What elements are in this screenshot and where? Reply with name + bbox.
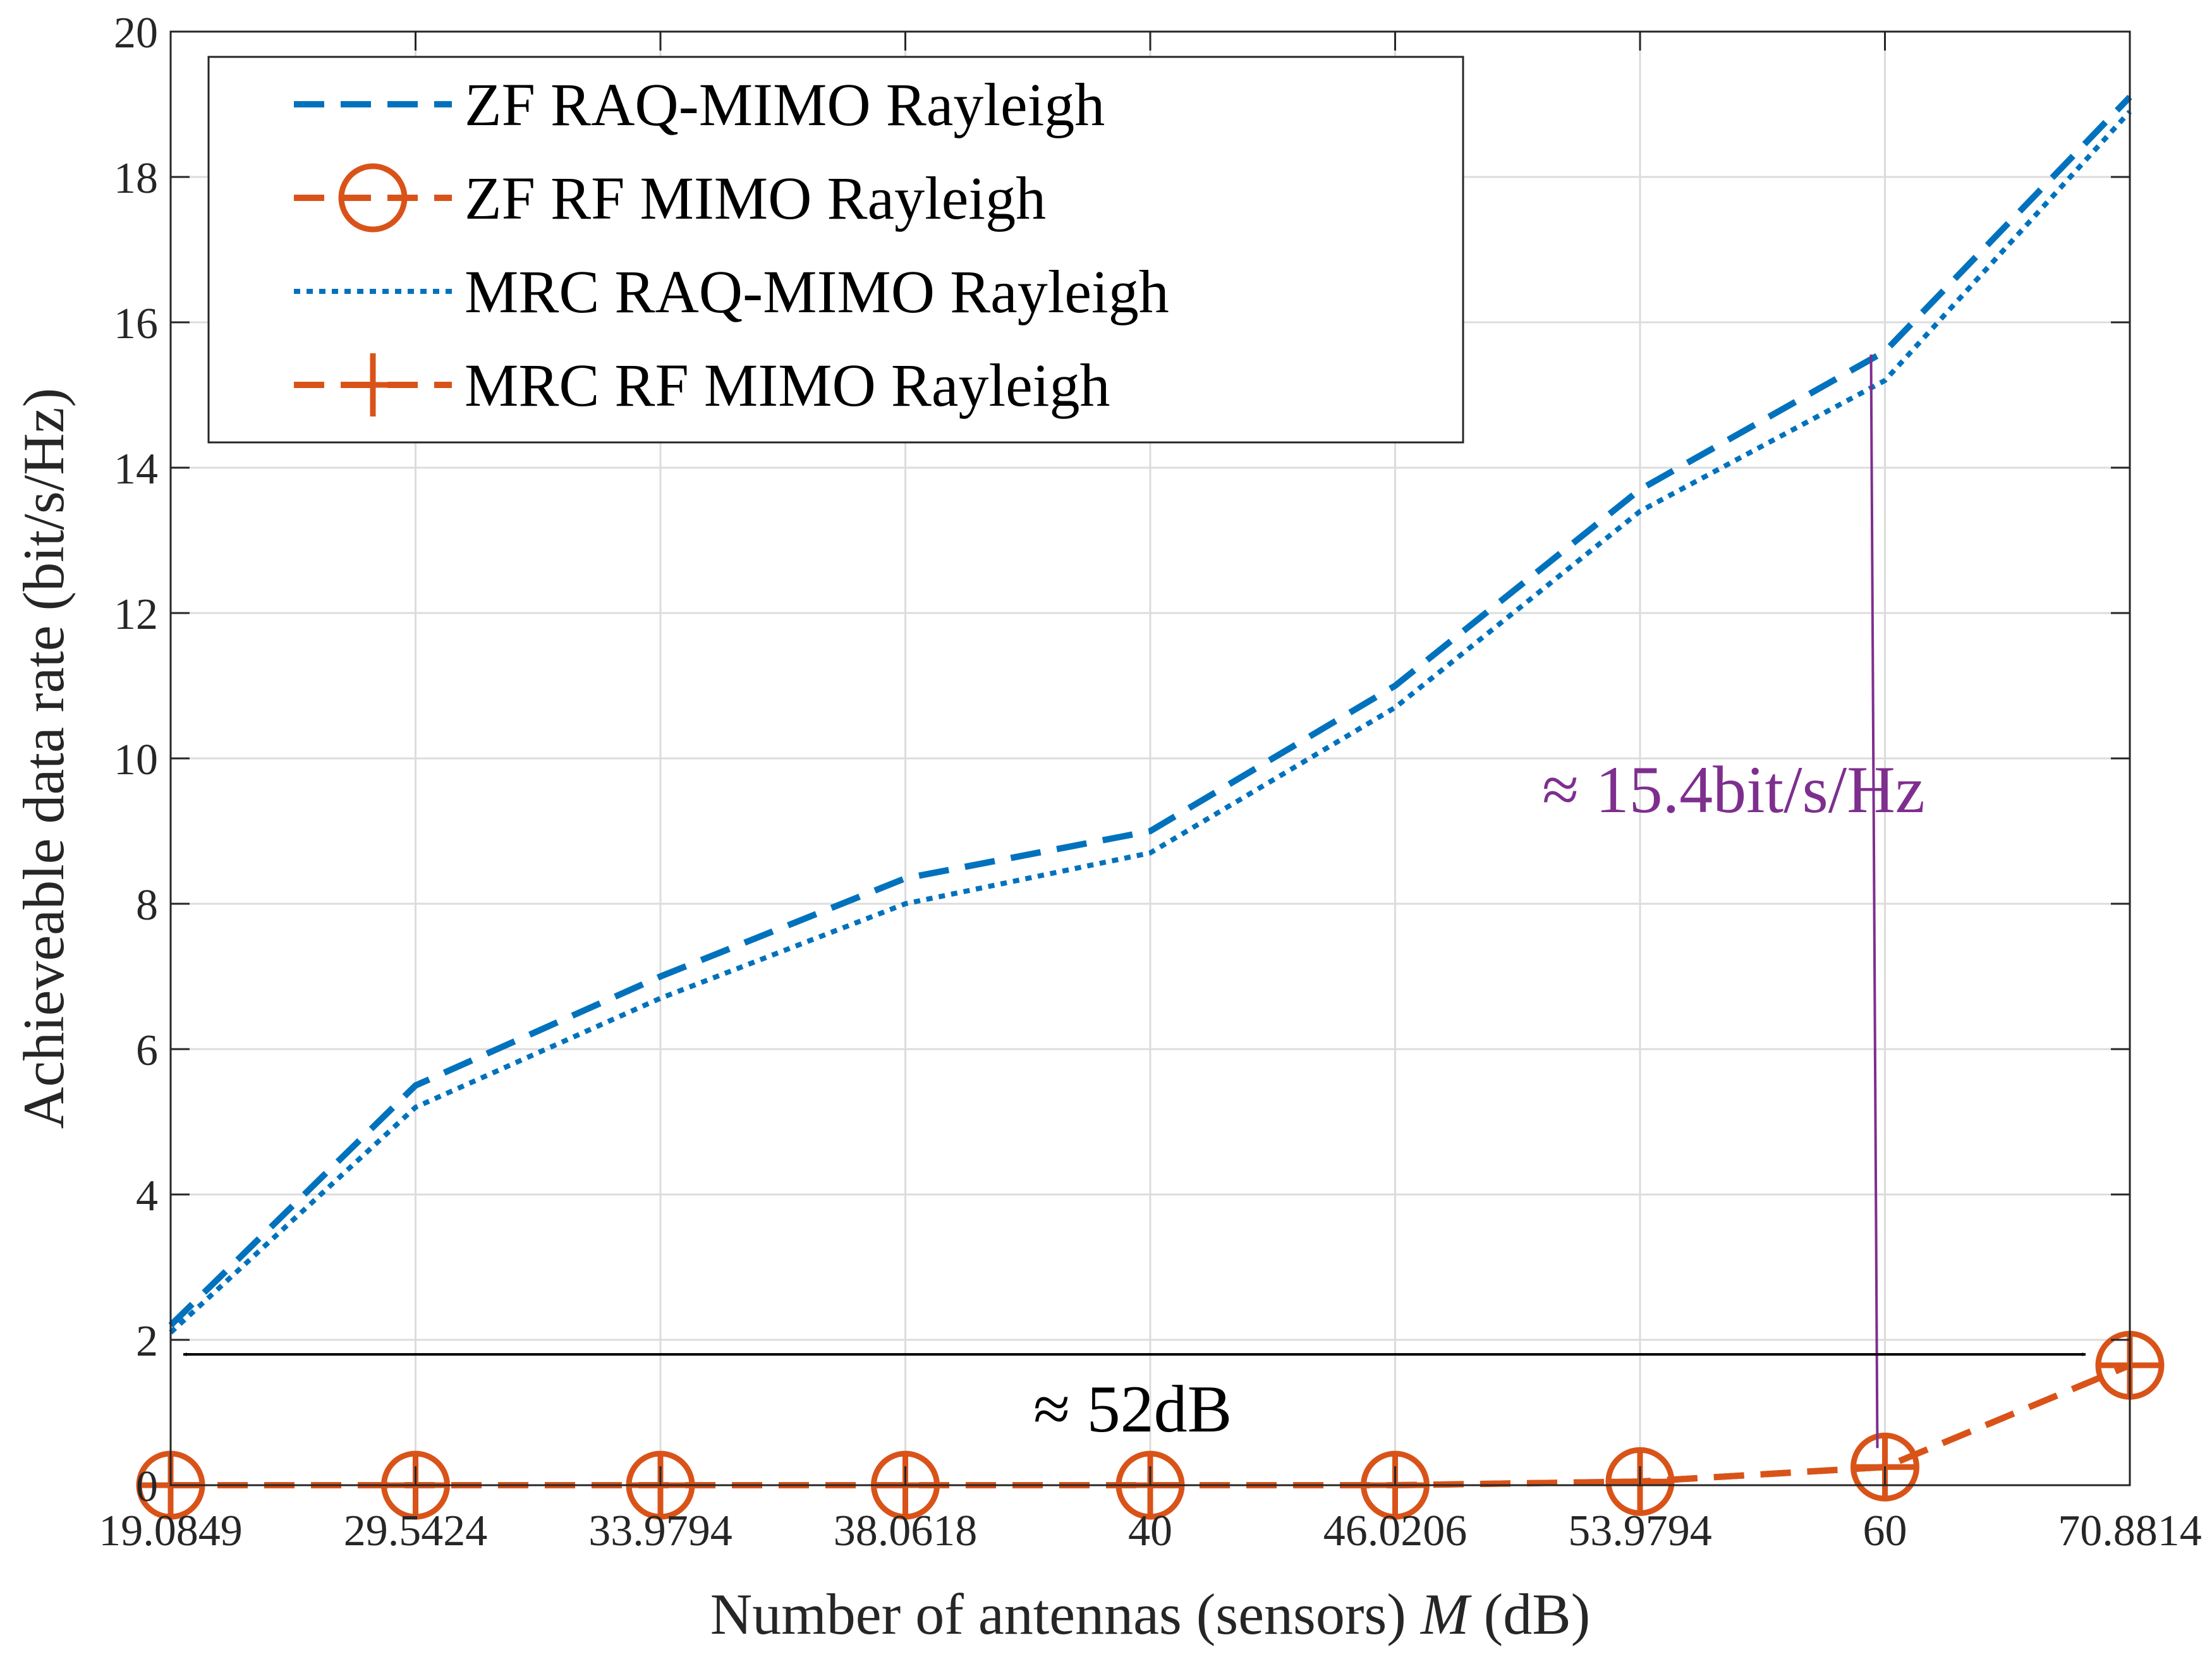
- series-line: [169, 109, 2132, 1335]
- legend-label: ZF RF MIMO Rayleigh: [465, 164, 1046, 232]
- db-gap-label: ≈ 52dB: [1033, 1372, 1232, 1446]
- y-tick-label: 16: [114, 300, 158, 348]
- legend-label: MRC RAQ-MIMO Rayleigh: [465, 258, 1169, 325]
- annotation-db-gap: ≈ 52dB: [183, 1352, 2086, 1446]
- legend-label: ZF RAQ-MIMO Rayleigh: [465, 71, 1105, 138]
- legend: ZF RAQ-MIMO Rayleigh ZF RF MIMO Rayleigh M…: [207, 56, 1464, 444]
- y-tick-label: 14: [114, 445, 158, 494]
- series-1: [168, 95, 2132, 1328]
- x-tick-label: 38.0618: [834, 1507, 978, 1555]
- legend-box: [207, 56, 1464, 444]
- annotation-rate-gap: ≈ 15.4bit/s/Hz: [1542, 354, 1925, 1449]
- legend-entry-4: MRC RF MIMO Rayleigh: [294, 351, 1110, 419]
- series-line: [168, 95, 2132, 1328]
- x-axis-title-main: Number of antennas (sensors): [710, 1582, 1406, 1646]
- legend-label: MRC RF MIMO Rayleigh: [465, 351, 1110, 419]
- y-axis: 0 2 4 6 8 10 12 14 16 18 20: [114, 9, 2130, 1511]
- y-tick-label: 12: [114, 590, 158, 639]
- legend-marker-plus: [341, 353, 404, 416]
- y-tick-label: 6: [136, 1026, 158, 1075]
- x-axis-title: Number of antennas (sensors) M (dB): [710, 1582, 1590, 1646]
- y-tick-label: 8: [136, 881, 158, 930]
- x-axis-title-var: M: [1419, 1582, 1472, 1646]
- x-tick-label: 60: [1863, 1507, 1907, 1555]
- y-tick-label: 20: [114, 9, 158, 58]
- x-tick-label: 19.0849: [99, 1507, 243, 1555]
- y-tick-label: 4: [136, 1172, 158, 1220]
- x-tick-label: 40: [1128, 1507, 1172, 1555]
- rate-gap-label: ≈ 15.4bit/s/Hz: [1542, 753, 1925, 827]
- rate-gap-arrow: [1869, 354, 1879, 1449]
- x-tick-label: 46.0206: [1323, 1507, 1468, 1555]
- y-tick-label: 18: [114, 154, 158, 203]
- legend-marker-circle: [338, 163, 408, 233]
- y-axis-title: Achieveable data rate (bit/s/Hz): [11, 388, 76, 1129]
- x-tick-label: 70.8814: [2058, 1507, 2202, 1555]
- x-tick-label: 29.5424: [344, 1507, 488, 1555]
- y-tick-label: 2: [136, 1317, 158, 1366]
- x-tick-label: 33.9794: [588, 1507, 732, 1555]
- x-tick-label: 53.9794: [1568, 1507, 1712, 1555]
- y-tick-label: 0: [136, 1462, 158, 1511]
- x-axis-title-unit: (dB): [1484, 1582, 1591, 1646]
- legend-entry-1: ZF RAQ-MIMO Rayleigh: [294, 71, 1105, 138]
- y-tick-label: 10: [114, 736, 158, 784]
- legend-entry-2: ZF RF MIMO Rayleigh: [294, 163, 1046, 233]
- legend-entry-3: MRC RAQ-MIMO Rayleigh: [294, 258, 1169, 325]
- series-3: [169, 109, 2132, 1335]
- x-axis: 19.0849 29.5424 33.9794 38.0618 40 46.0206 53.…: [99, 32, 2202, 1555]
